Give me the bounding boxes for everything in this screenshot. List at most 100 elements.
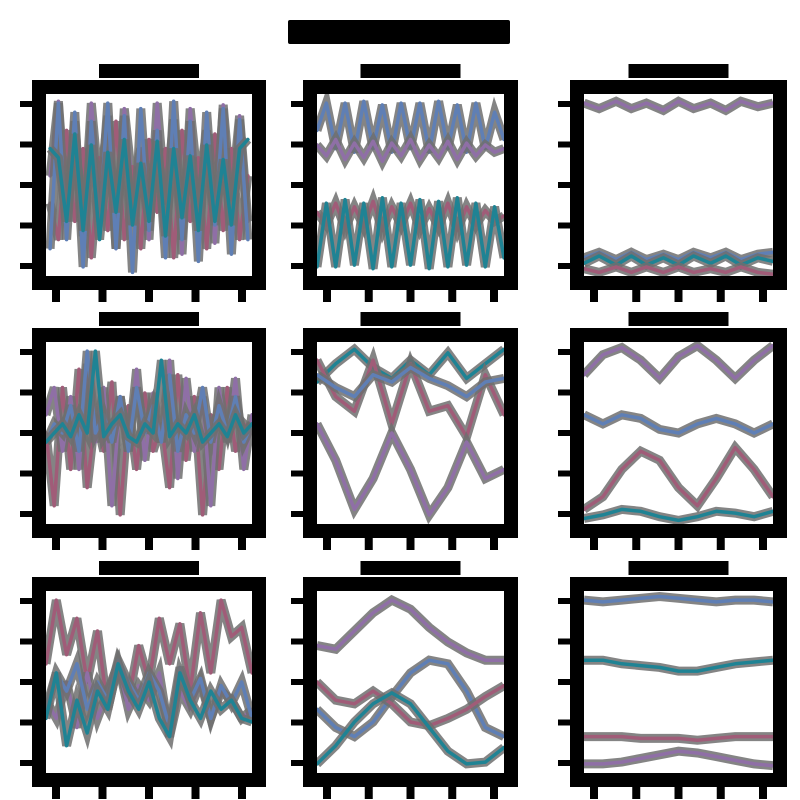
y-tick [558,182,570,188]
y-tick [20,470,32,477]
x-tick [98,538,107,550]
y-tick [20,719,32,726]
subplot-2 [291,64,518,302]
y-tick [20,638,32,645]
y-tick [558,263,570,269]
x-tick [490,787,498,799]
series-line-4 [317,691,504,766]
y-tick [20,511,32,517]
subplot-title-block [99,312,199,326]
x-tick [590,787,598,799]
subplot-7 [20,561,266,799]
x-tick [238,290,246,302]
x-tick [716,787,725,799]
x-tick [52,290,60,302]
x-tick [674,290,683,302]
x-tick [716,290,725,302]
y-tick [291,719,303,726]
series-line-4 [317,195,504,271]
series-group [317,594,504,769]
x-tick [238,538,246,550]
subplot-title-block [99,64,199,78]
y-tick [558,141,570,148]
y-tick [20,141,32,148]
x-tick [632,787,641,799]
series-line-2 [584,658,773,673]
plot-area [584,591,773,773]
x-tick [364,787,373,799]
x-tick [759,787,767,799]
series-line-1 [584,99,773,113]
series-line-4 [584,265,773,276]
series-line-2 [584,250,773,262]
series-group [46,598,252,750]
x-tick [759,538,767,550]
y-tick [20,430,32,436]
y-tick [20,598,32,604]
x-tick [145,787,153,799]
y-tick [291,430,303,436]
series-line-1 [317,598,504,662]
series-group [46,99,252,275]
x-tick [759,290,767,302]
y-tick [291,638,303,645]
series-group [584,96,773,276]
y-tick [291,141,303,148]
series-line-4 [46,349,252,444]
y-tick [20,101,32,107]
x-tick [98,787,107,799]
y-tick [558,679,570,685]
subplot-title-block [360,561,461,575]
y-tick [558,222,570,229]
y-tick [291,470,303,477]
y-tick [20,389,32,396]
subplot-title-block [628,561,729,575]
x-tick [632,538,641,550]
y-tick [558,389,570,396]
y-tick [558,598,570,604]
x-tick [323,538,331,550]
x-tick [406,290,415,302]
series-group [584,342,773,524]
series-line-2 [584,413,773,435]
subplot-title-block [628,64,729,78]
subplot-6 [558,312,787,550]
y-tick [20,182,32,188]
series-line-4 [584,507,773,523]
x-tick [191,787,200,799]
y-tick [558,511,570,517]
x-tick [323,290,331,302]
series-group [317,94,504,271]
x-tick [448,290,457,302]
x-tick [191,290,200,302]
subplot-9 [558,561,787,799]
subplot-4 [20,312,266,550]
subplot-title-block [99,561,199,575]
series-line-2 [48,119,250,260]
series-line-3 [48,99,250,275]
series-line-3 [584,445,773,512]
series-group [317,343,504,524]
series-group [584,591,773,771]
y-tick [291,349,303,355]
y-tick [558,349,570,355]
y-tick [291,101,303,107]
x-tick [238,787,246,799]
y-tick [558,719,570,726]
x-tick [590,538,598,550]
x-tick [448,538,457,550]
plot-area [317,591,504,773]
x-tick [364,538,373,550]
y-tick [20,679,32,685]
y-tick [291,389,303,396]
y-tick [20,263,32,269]
y-tick [558,101,570,107]
subplot-title-block [360,64,461,78]
series-line-4 [46,662,252,748]
y-tick [291,511,303,517]
series-line-4 [48,132,250,242]
y-tick [20,349,32,355]
x-tick [406,538,415,550]
x-tick [52,787,60,799]
